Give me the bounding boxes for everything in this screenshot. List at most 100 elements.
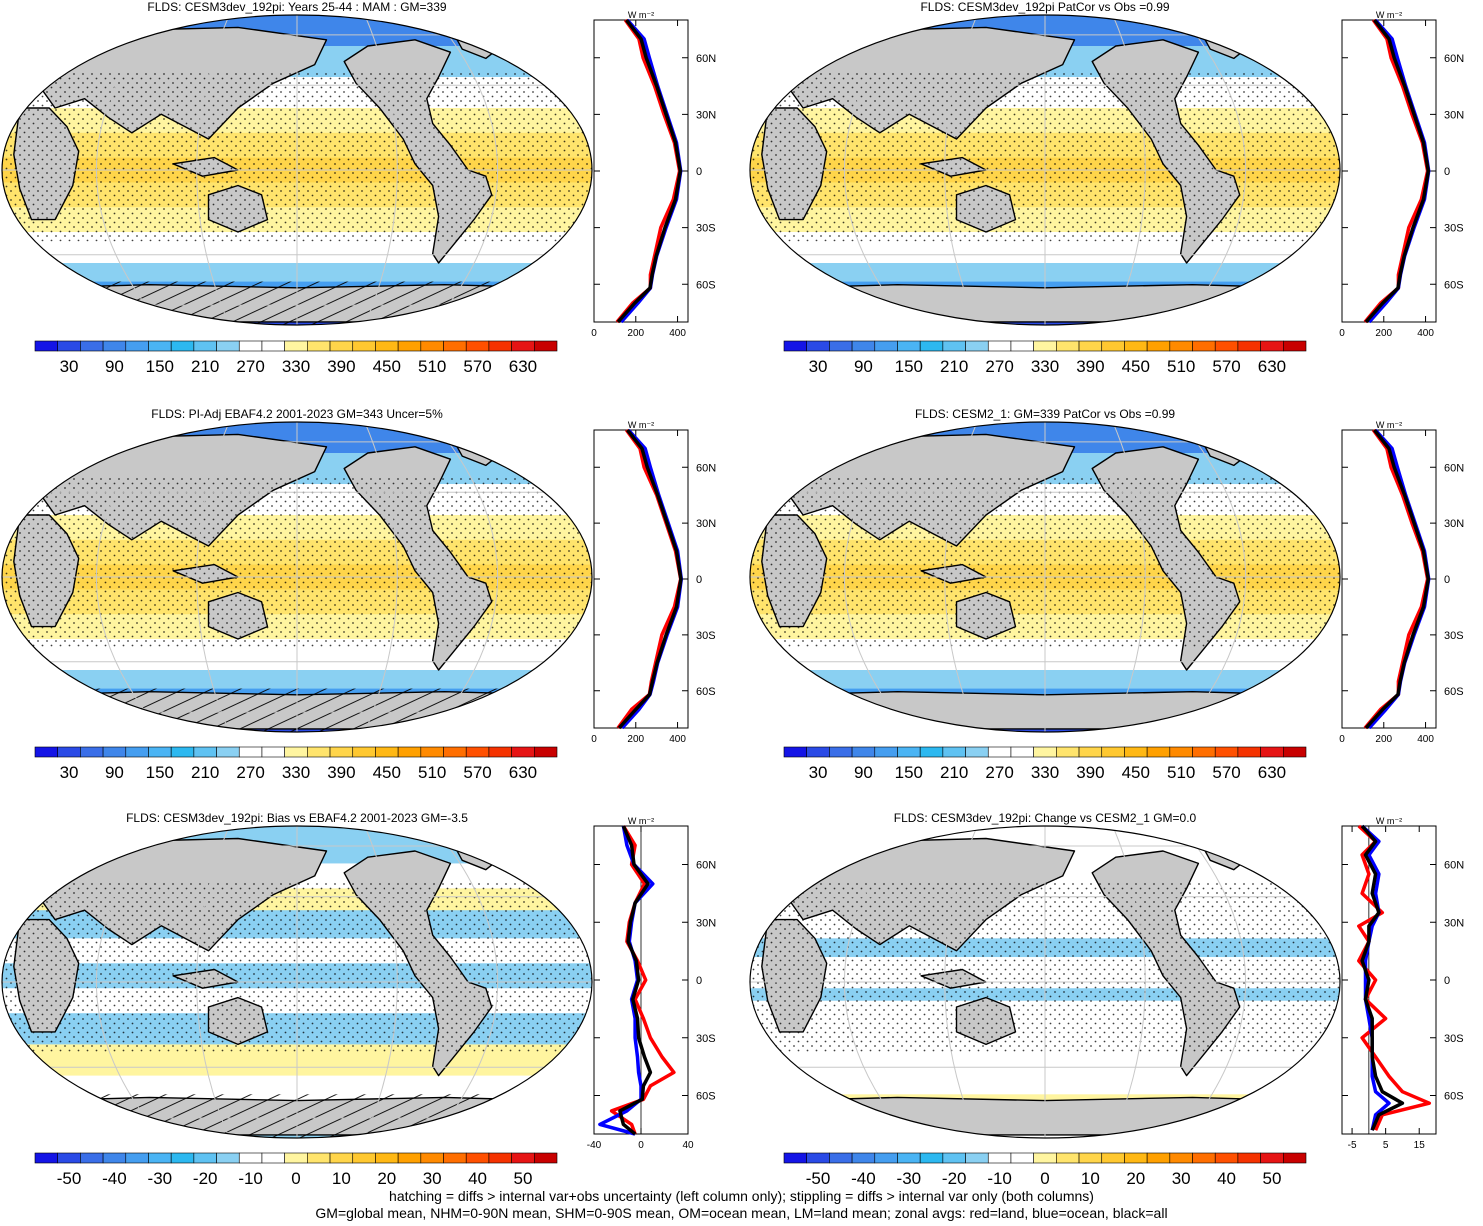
x-tick-label: 400 <box>1417 328 1434 339</box>
colorbar-label: 330 <box>1031 763 1059 782</box>
colorbar-swatch <box>1146 746 1171 758</box>
colorbar-swatch <box>897 340 921 352</box>
colorbar-swatch <box>919 340 944 352</box>
panel-4: FLDS: CESM2_1: GM=339 PatCor vs Obs =0.9… <box>749 407 1464 782</box>
colorbar-label: 390 <box>1076 357 1104 376</box>
panel-6: FLDS: CESM3dev_192pi: Change vs CESM2_1 … <box>749 811 1464 1188</box>
zonal-mean-plot: W m⁻² 60N 30N 0 30S 60S -5 5 15 <box>1341 816 1464 1151</box>
colorbar-swatch <box>1010 1152 1034 1164</box>
graticule-meridian <box>1180 15 1247 325</box>
colorbar-label: 150 <box>895 357 923 376</box>
lat-tick-label: 30N <box>1444 917 1464 929</box>
colorbar-swatch <box>806 746 830 758</box>
colorbar-swatch <box>1124 1152 1148 1164</box>
colorbar-label: 30 <box>423 1169 442 1188</box>
map <box>2 422 592 732</box>
graticule-meridian <box>432 826 499 1138</box>
colorbar-label: 30 <box>809 763 828 782</box>
colorbar-swatch <box>307 746 331 758</box>
colorbar-swatch <box>1260 340 1284 352</box>
zonal-ocean-line <box>1360 824 1391 1131</box>
graticule-meridian <box>1112 15 1146 325</box>
colorbar-swatch <box>329 746 354 758</box>
colorbar-swatch <box>397 746 422 758</box>
panel-2: FLDS: CESM3dev_192pi PatCor vs Obs =0.99… <box>749 0 1464 376</box>
lat-tick-label: 60N <box>1444 53 1464 65</box>
zonal-mean-plot: W m⁻² 60N 30N 0 30S 60S -40 0 40 <box>587 816 716 1151</box>
colorbar-swatch <box>1078 340 1103 352</box>
colorbar-swatch <box>1101 340 1125 352</box>
graticule-meridian <box>1180 422 1247 732</box>
colorbar-swatch <box>1192 1152 1216 1164</box>
graticule-meridian <box>95 826 162 1138</box>
colorbar-swatch <box>874 340 898 352</box>
graticule-meridian <box>95 15 162 325</box>
colorbar-swatch <box>1214 1152 1239 1164</box>
colorbar-label: -20 <box>193 1169 218 1188</box>
colorbar-swatch <box>783 340 807 352</box>
zonal-all-line <box>618 825 653 1136</box>
map-border <box>1 14 593 326</box>
colorbar-swatch <box>125 1152 149 1164</box>
colorbar-swatch <box>1214 340 1239 352</box>
colorbar-swatch <box>57 746 81 758</box>
x-tick-label: 200 <box>1375 734 1392 745</box>
colorbar-label: 450 <box>373 357 401 376</box>
colorbar-swatch <box>238 340 263 352</box>
colorbar-swatch <box>897 746 921 758</box>
colorbar-swatch <box>193 746 217 758</box>
lat-tick-label: 60S <box>1444 279 1464 291</box>
zonal-plot-frame <box>1341 825 1437 1135</box>
colorbar-swatch <box>352 340 376 352</box>
x-tick-label: 40 <box>682 1140 694 1151</box>
colorbar-label: -50 <box>57 1169 82 1188</box>
colorbar-swatch <box>829 746 853 758</box>
colorbar-swatch <box>307 1152 331 1164</box>
colorbar-label: 90 <box>105 763 124 782</box>
colorbar-swatch <box>1237 340 1261 352</box>
panel-title: FLDS: CESM3dev_192pi: Years 25-44 : MAM … <box>147 0 446 14</box>
colorbar-swatch <box>443 746 467 758</box>
map <box>750 15 1340 325</box>
colorbar-label: 40 <box>1217 1169 1236 1188</box>
colorbar-label: 150 <box>895 763 923 782</box>
colorbar-swatch <box>851 746 876 758</box>
colorbar-label: 90 <box>854 763 873 782</box>
graticule-meridian <box>364 422 398 732</box>
zonal-plot-frame <box>593 19 689 323</box>
x-tick-label: 0 <box>591 328 597 339</box>
x-tick-label: 15 <box>1414 1140 1426 1151</box>
colorbar-label: 20 <box>377 1169 396 1188</box>
colorbar-label: 270 <box>236 763 264 782</box>
colorbar-label: 30 <box>60 763 79 782</box>
lat-tick-label: 60N <box>696 860 716 872</box>
colorbar-label: 570 <box>463 357 491 376</box>
colorbar: 30 90 150 210 270 330 390 450 510 570 630 <box>783 746 1307 782</box>
colorbar-label: 510 <box>418 357 446 376</box>
colorbar-label: 390 <box>1076 763 1104 782</box>
colorbar-label: 40 <box>468 1169 487 1188</box>
colorbar-label: 0 <box>291 1169 300 1188</box>
colorbar-swatch <box>261 340 285 352</box>
colorbar-swatch <box>465 340 490 352</box>
x-tick-label: 0 <box>1339 328 1345 339</box>
x-tick-label: 400 <box>669 328 686 339</box>
colorbar-label: -10 <box>238 1169 263 1188</box>
colorbar-label: 10 <box>332 1169 351 1188</box>
colorbar-swatch <box>511 746 535 758</box>
colorbar: 30 90 150 210 270 330 390 450 510 570 630 <box>34 746 558 782</box>
lat-tick-label: 60S <box>1444 686 1464 698</box>
colorbar-label: 0 <box>1040 1169 1049 1188</box>
colorbar-swatch <box>102 746 127 758</box>
panel-title: FLDS: CESM3dev_192pi: Change vs CESM2_1 … <box>894 811 1197 825</box>
map <box>750 422 1340 732</box>
map-border <box>749 825 1341 1139</box>
units-label: W m⁻² <box>628 10 654 20</box>
panel-title: FLDS: CESM3dev_192pi: Bias vs EBAF4.2 20… <box>126 811 468 825</box>
colorbar-label: 330 <box>282 763 310 782</box>
colorbar-swatch <box>1124 746 1148 758</box>
graticule-meridian <box>944 15 978 325</box>
colorbar-swatch <box>80 746 104 758</box>
graticule-meridian <box>843 422 910 732</box>
colorbar-label: 30 <box>60 357 79 376</box>
